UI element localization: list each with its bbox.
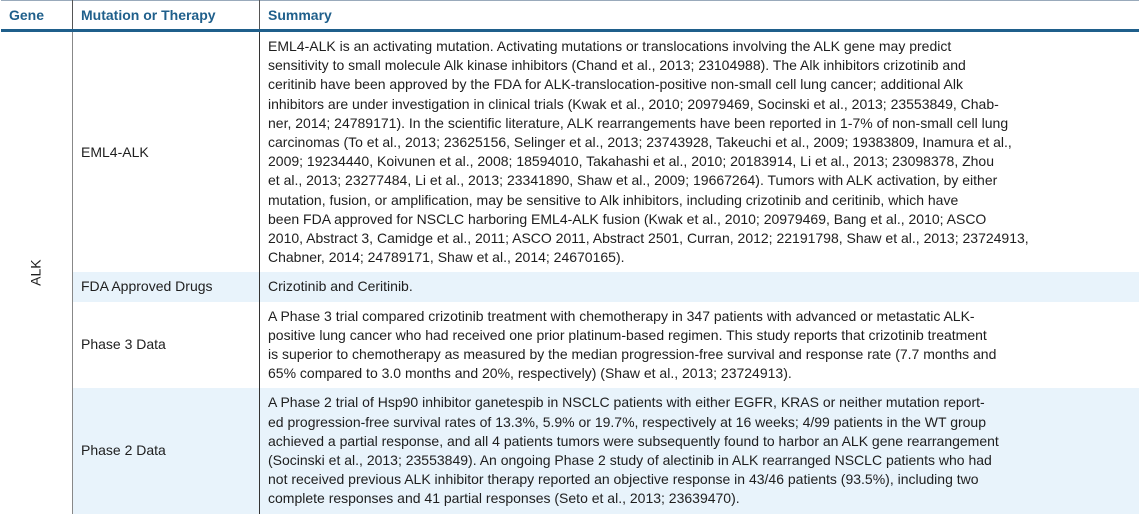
summary-line: sensitivity to small molecule Alk kinase… [268,57,966,74]
table-row: Phase 2 Data A Phase 2 trial of Hsp90 inh… [1,388,1139,514]
summary-line: inhibitors are under investigation in cl… [268,95,999,112]
header-row: Gene Mutation or Therapy Summary [1,0,1139,32]
summary-line: 2009; 19234440, Koivunen et al., 2008; 1… [268,153,995,170]
summary-line: ner, 2014; 24789171). In the scientific … [268,114,1009,131]
summary-cell: EML4-ALK is an activating mutation. Acti… [260,31,1140,273]
mutation-cell: EML4-ALK [72,30,260,273]
summary-line: is superior to chemotherapy as measured … [268,346,997,363]
summary-line: ceritinib have been approved by the FDA … [268,76,963,93]
table-row: ALK EML4-ALK EML4-ALK is an activating mut… [1,30,1140,514]
summary-line: achieved a partial response, and all 4 p… [268,432,999,449]
header-mutation: Mutation or Therapy [72,0,260,32]
summary-line: Chabner, 2014; 24789171, Shaw et al., 20… [268,249,625,266]
summary-cell: A Phase 3 trial compared crizotinib trea… [260,302,1140,389]
summary-cell: Crizotinib and Ceritinib. [259,272,1139,302]
summary-line: not received previous ALK inhibitor ther… [268,471,979,488]
summary-cell: A Phase 2 trial of Hsp90 inhibitor ganet… [259,388,1139,514]
summary-line: carcinomas (To et al., 2013; 23625156, S… [268,134,1012,151]
summary-line: EML4-ALK is an activating mutation. Acti… [268,38,952,54]
summary-line: complete responses and 41 partial respon… [268,490,740,507]
summary-line: ed progression-free survival rates of 13… [268,413,987,430]
header-summary: Summary [259,0,1139,32]
summary-line: 65% compared to 3.0 months and 20%, resp… [268,365,792,382]
summary-line: A Phase 2 trial of Hsp90 inhibitor ganet… [268,394,985,411]
header-gene: Gene [1,0,73,32]
summary-line: et al., 2013; 23277484, Li et al., 2013;… [268,172,998,189]
table-row: FDA Approved Drugs Crizotinib and Ceritin… [1,272,1139,302]
summary-line: Crizotinib and Ceritinib. [268,278,413,295]
summary-line: been FDA approved for NSCLC harboring EM… [268,210,987,227]
mutation-cell: FDA Approved Drugs [72,272,260,302]
summary-line: mutation, fusion, or amplification, may … [268,191,959,208]
summary-line: A Phase 3 trial compared crizotinib trea… [268,307,975,324]
table-row: Phase 3 Data A Phase 3 trial compared cri… [1,301,1140,389]
mutation-cell: Phase 3 Data [72,301,260,389]
summary-line: (Socinski et al., 2013; 23553849). An on… [268,452,992,469]
gene-cell: ALK [1,30,73,514]
gene-label: ALK [27,259,44,287]
summary-line: positive lung cancer who had received on… [268,326,987,343]
summary-line: 2010, Abstract 3, Camidge et al., 2011; … [268,230,1029,247]
mutation-cell: Phase 2 Data [72,388,260,514]
